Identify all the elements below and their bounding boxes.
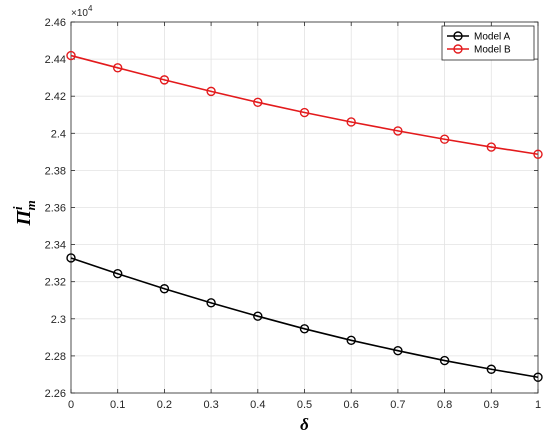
y-tick-label: 2.28 (45, 351, 66, 363)
data-point-model-b (66, 50, 76, 61)
y-tick-label: 2.34 (45, 240, 66, 252)
x-tick-label: 1 (535, 399, 541, 411)
x-tick-label: 0.9 (484, 399, 499, 411)
data-point-model-a (346, 335, 356, 346)
x-tick-label: 0 (68, 399, 74, 411)
data-point-model-b (533, 149, 543, 159)
data-point-model-a (206, 298, 216, 308)
data-point-model-a (533, 372, 543, 382)
y-tick-label: 2.32 (45, 277, 66, 289)
data-point-model-a (253, 311, 263, 321)
data-point-model-b (159, 75, 170, 85)
legend: Model A Model B (441, 25, 535, 61)
data-point-model-a (439, 355, 450, 366)
legend-marker-model-a (453, 31, 463, 41)
axis-ticks: 0 0.1 0.2 0.3 0.4 0.5 0.6 0.7 0.8 0.9 1 2.26 2.28 2.3… (45, 17, 541, 411)
legend-marker-model-b (453, 44, 463, 54)
series-layer (66, 50, 543, 382)
y-tick-label: 2.36 (45, 203, 66, 215)
series-line-model-b (70, 54, 539, 156)
x-tick-label: 0.2 (157, 399, 172, 411)
y-tick-label: 2.26 (45, 388, 66, 400)
data-point-model-b (206, 86, 216, 97)
y-tick-label: 2.42 (45, 91, 66, 103)
x-tick-label: 0.4 (250, 399, 265, 411)
x-tick-label: 0.8 (437, 399, 452, 411)
y-axis-label: Πim (10, 200, 38, 226)
data-point-model-b (253, 97, 263, 108)
data-point-model-b (346, 117, 356, 127)
y-tick-label: 2.4 (51, 128, 66, 140)
x-tick-label: 0.7 (390, 399, 405, 411)
x-tick-label: 0.5 (297, 399, 312, 411)
legend-label-model-b: Model B (474, 45, 511, 56)
data-point-model-b (299, 107, 310, 118)
x-tick-label: 0.3 (203, 399, 218, 411)
data-point-model-b (439, 134, 450, 144)
data-point-model-a (486, 364, 496, 374)
data-point-model-b (486, 142, 496, 152)
x-tick-label: 0.6 (344, 399, 359, 411)
data-point-model-a (299, 324, 310, 334)
data-point-model-a (159, 284, 170, 294)
legend-label-model-a: Model A (474, 32, 510, 43)
series-line-model-a (70, 257, 539, 379)
y-tick-label: 2.46 (45, 17, 66, 29)
data-point-model-a (66, 253, 76, 263)
y-tick-label: 2.38 (45, 165, 66, 177)
data-point-model-a (112, 269, 123, 279)
data-point-model-b (112, 63, 123, 73)
x-tick-label: 0.1 (110, 399, 125, 411)
y-tick-label: 2.44 (45, 54, 66, 66)
y-axis-exponent-label: ×104 (71, 4, 93, 19)
x-axis-label: δ (300, 415, 309, 434)
data-point-model-a (393, 346, 403, 356)
y-tick-label: 2.3 (51, 314, 66, 326)
data-point-model-b (393, 126, 403, 136)
